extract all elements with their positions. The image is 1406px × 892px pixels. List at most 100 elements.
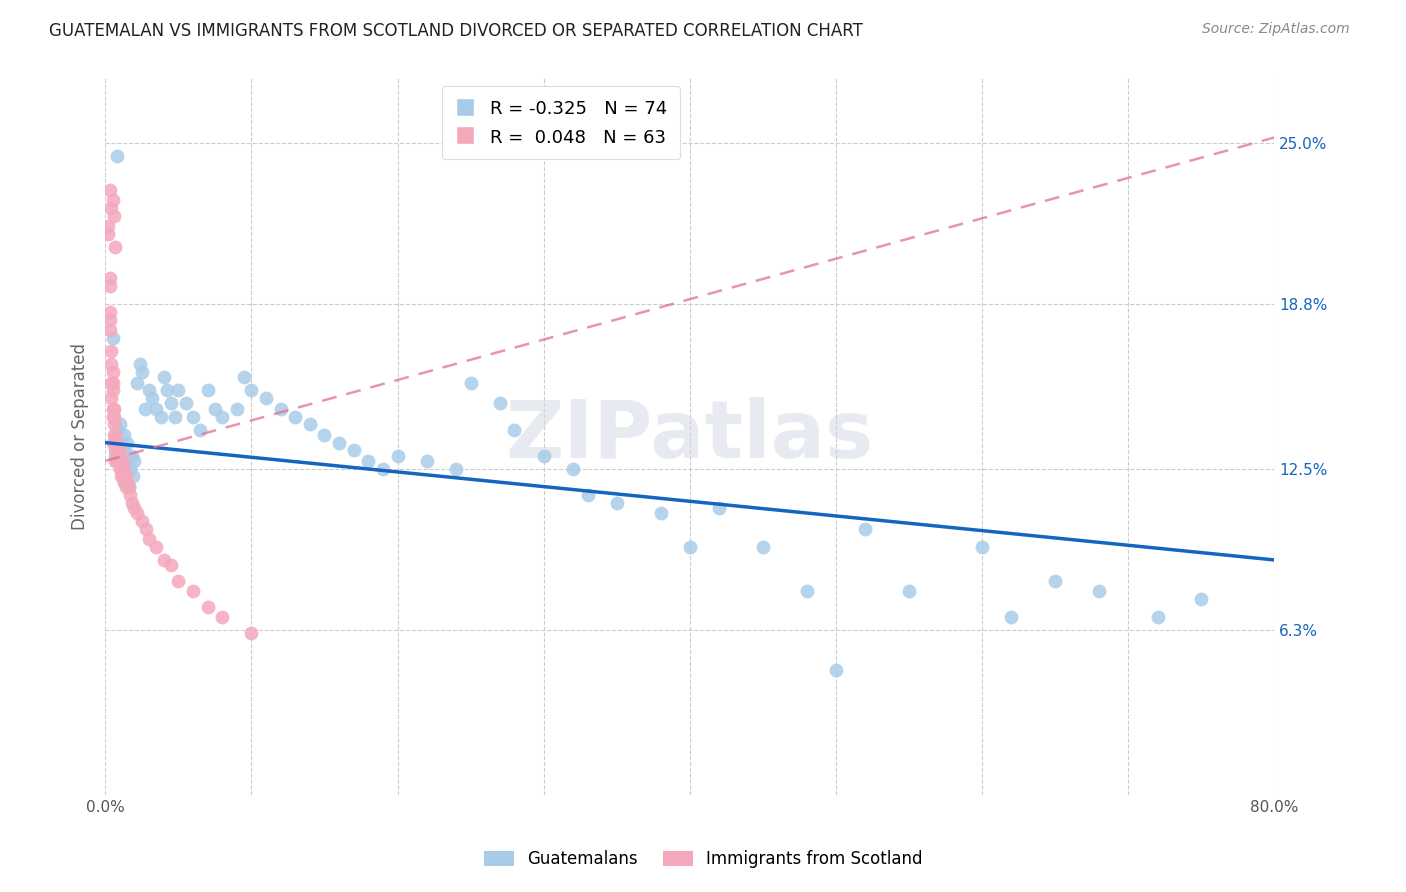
Point (97, 219, 120, 233)
Point (103, 417, 125, 432)
Point (679, 540, 702, 554)
Point (533, 449, 555, 463)
Point (108, 443, 131, 458)
Point (117, 480, 139, 494)
Point (101, 376, 124, 390)
Point (314, 427, 336, 442)
Point (120, 461, 142, 475)
Point (114, 469, 136, 483)
Point (561, 461, 583, 475)
Point (98, 271, 121, 285)
Point (104, 240, 127, 254)
Point (101, 435, 124, 450)
Point (104, 443, 127, 458)
Point (101, 193, 124, 207)
Point (110, 469, 132, 483)
Point (108, 454, 131, 468)
Point (98, 323, 121, 337)
Point (707, 500, 730, 515)
Point (107, 454, 129, 468)
Point (101, 401, 124, 416)
Point (122, 469, 145, 483)
Point (211, 610, 233, 624)
Point (357, 454, 380, 468)
Point (100, 201, 122, 215)
Point (825, 663, 848, 677)
Point (174, 396, 197, 410)
Y-axis label: Divorced or Separated: Divorced or Separated (72, 343, 89, 530)
Point (121, 449, 143, 463)
Point (105, 443, 128, 458)
Point (138, 532, 160, 546)
Point (103, 209, 125, 223)
Point (104, 449, 127, 463)
Point (103, 427, 125, 442)
Point (110, 461, 132, 475)
Point (120, 488, 142, 502)
Point (100, 357, 122, 371)
Point (112, 475, 135, 489)
Point (124, 500, 146, 515)
Point (103, 409, 125, 424)
Point (752, 540, 775, 554)
Point (105, 435, 128, 450)
Point (254, 391, 277, 405)
Point (284, 409, 307, 424)
Point (115, 435, 138, 450)
Point (101, 409, 124, 424)
Point (1045, 574, 1067, 588)
Point (197, 599, 219, 614)
Point (108, 435, 131, 450)
Text: GUATEMALAN VS IMMIGRANTS FROM SCOTLAND DIVORCED OR SEPARATED CORRELATION CHART: GUATEMALAN VS IMMIGRANTS FROM SCOTLAND D… (49, 22, 863, 40)
Point (100, 391, 122, 405)
Point (188, 423, 211, 437)
Point (211, 409, 233, 424)
Point (112, 475, 135, 489)
Point (105, 149, 128, 163)
Point (240, 384, 263, 398)
Point (124, 454, 146, 468)
Point (796, 584, 818, 599)
Point (121, 495, 143, 509)
Point (131, 365, 153, 379)
Point (145, 401, 167, 416)
Point (104, 435, 127, 450)
Point (104, 427, 127, 442)
Point (152, 370, 174, 384)
Point (489, 396, 512, 410)
Legend: Guatemalans, Immigrants from Scotland: Guatemalans, Immigrants from Scotland (477, 844, 929, 875)
Point (387, 449, 409, 463)
Point (115, 475, 138, 489)
Point (129, 357, 152, 371)
Point (98, 305, 121, 319)
Point (167, 574, 190, 588)
Point (112, 427, 135, 442)
Point (972, 540, 994, 554)
Point (117, 480, 139, 494)
Point (107, 443, 129, 458)
Point (503, 423, 526, 437)
Point (343, 443, 366, 458)
Point (112, 461, 135, 475)
Point (97, 227, 120, 241)
Point (1088, 584, 1111, 599)
Point (460, 376, 482, 390)
Point (1000, 610, 1022, 624)
Point (135, 522, 157, 536)
Point (416, 454, 439, 468)
Point (108, 417, 131, 432)
Point (853, 522, 876, 536)
Point (138, 384, 160, 398)
Point (134, 401, 156, 416)
Point (328, 435, 350, 450)
Point (152, 553, 174, 567)
Point (111, 443, 134, 458)
Legend: R = -0.325   N = 74, R =  0.048   N = 63: R = -0.325 N = 74, R = 0.048 N = 63 (441, 87, 681, 160)
Point (131, 514, 153, 528)
Point (233, 370, 256, 384)
Point (270, 401, 292, 416)
Point (103, 435, 125, 450)
Point (160, 558, 183, 573)
Point (104, 454, 127, 468)
Point (898, 584, 921, 599)
